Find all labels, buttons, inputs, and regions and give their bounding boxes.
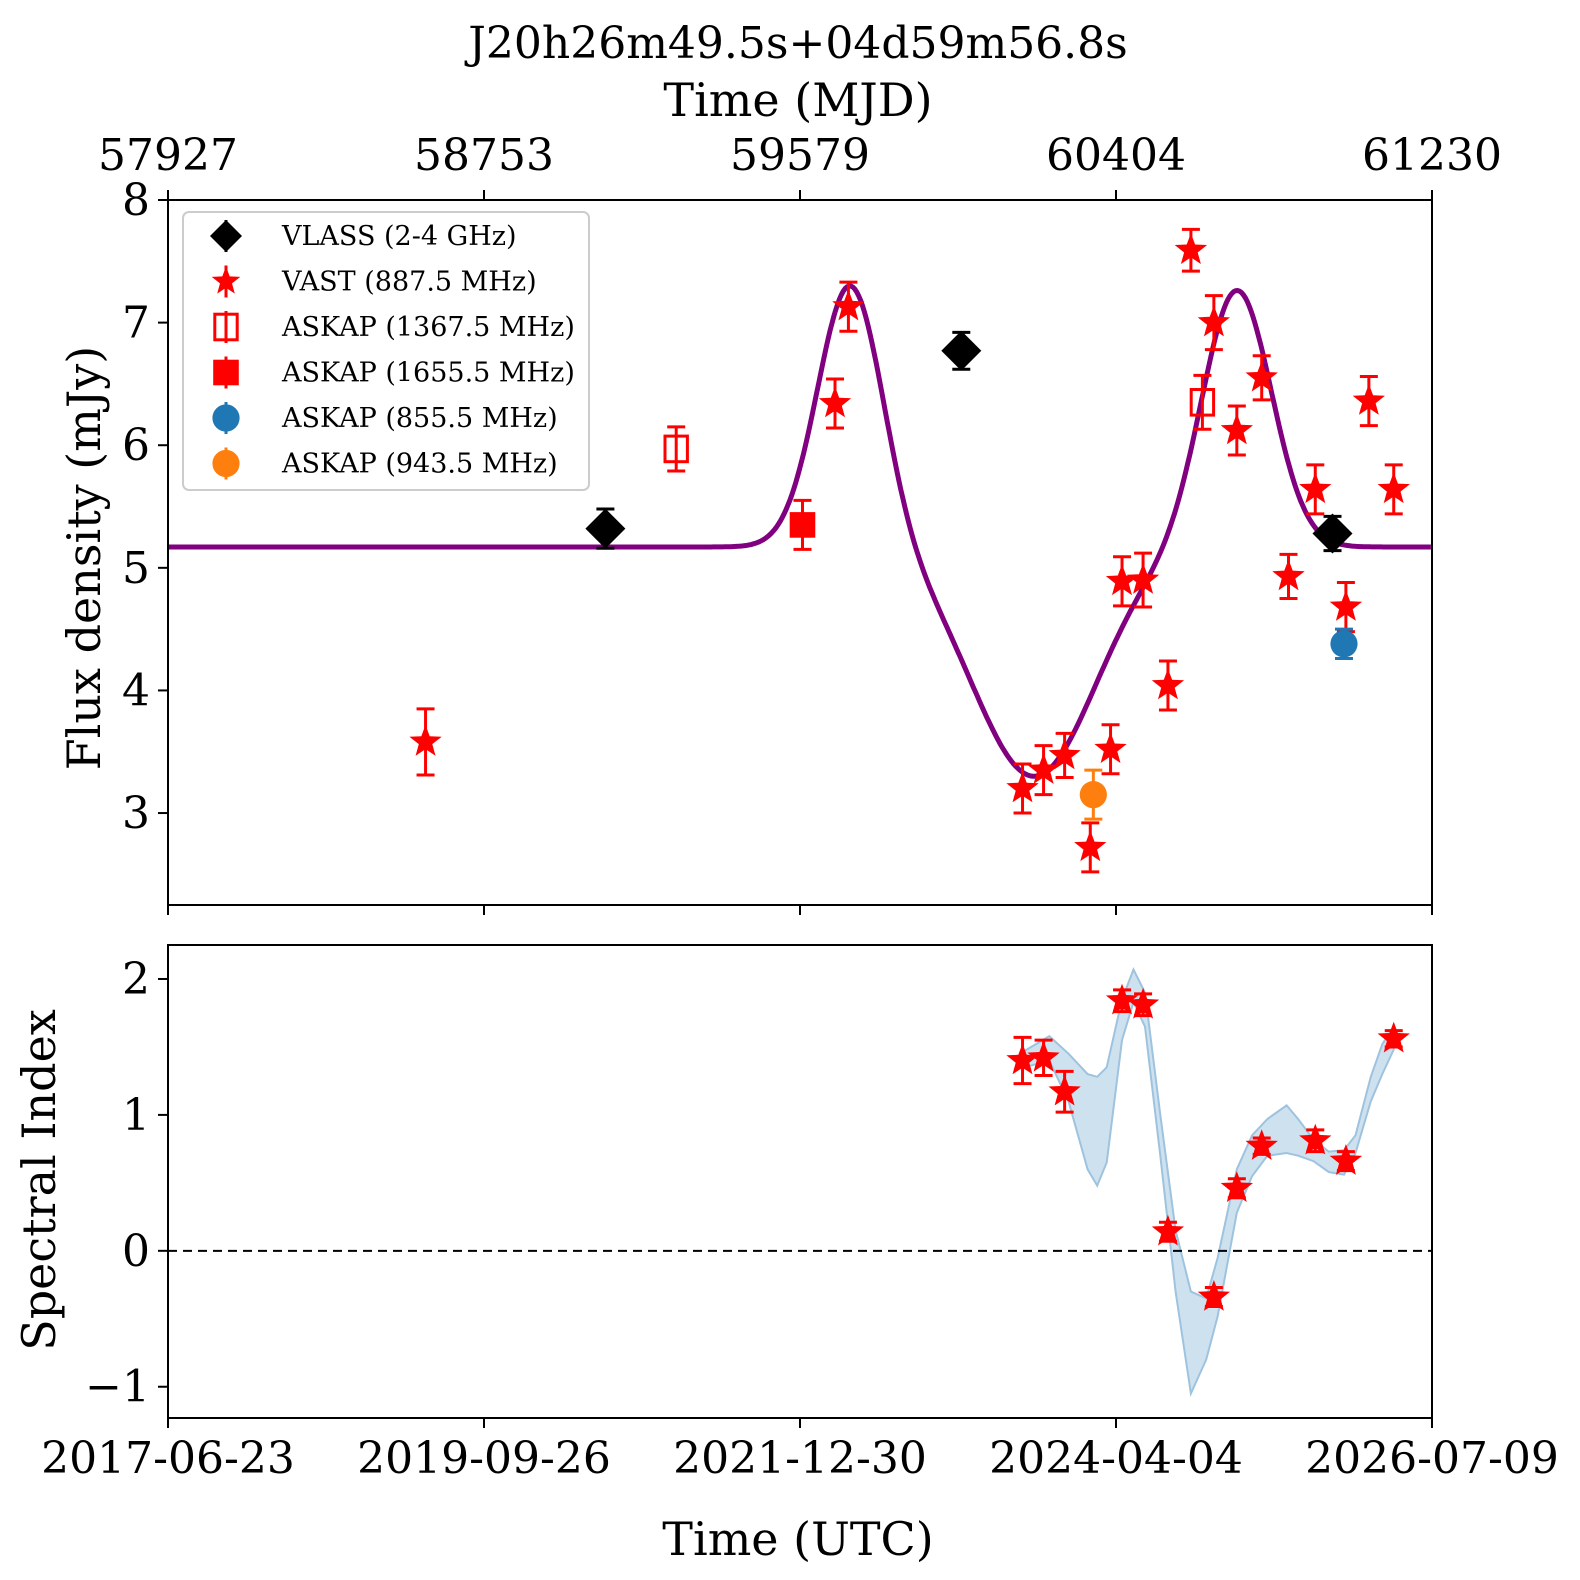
data-point bbox=[832, 289, 865, 321]
data-point bbox=[1299, 472, 1332, 504]
flux-top-x-tick-label: 61230 bbox=[1362, 130, 1502, 181]
legend-entry: VAST (887.5 MHz) bbox=[211, 265, 537, 298]
legend-label: ASKAP (855.5 MHz) bbox=[281, 403, 558, 434]
legend-label: ASKAP (1367.5 MHz) bbox=[281, 312, 575, 343]
flux-y-tick-label: 4 bbox=[122, 665, 150, 716]
legend-label: ASKAP (1655.5 MHz) bbox=[281, 358, 575, 389]
data-point bbox=[1074, 830, 1107, 862]
data-point bbox=[1126, 563, 1160, 594]
data-point bbox=[1006, 1043, 1039, 1075]
data-point bbox=[1197, 305, 1230, 337]
legend-label: VLASS (2-4 GHz) bbox=[281, 221, 517, 252]
flux-y-tick-label: 5 bbox=[122, 543, 150, 594]
data-point bbox=[1048, 738, 1081, 770]
spectral-x-tick-label: 2017-06-23 bbox=[41, 1433, 295, 1484]
spectral-x-tick-label: 2026-07-09 bbox=[1305, 1433, 1559, 1484]
data-point bbox=[818, 386, 852, 418]
data-point bbox=[1272, 559, 1305, 591]
data-point bbox=[1197, 1280, 1230, 1311]
flux-top-x-tick-label: 58753 bbox=[414, 130, 554, 181]
chart-title: J20h26m49.5s+04d59m56.8s bbox=[464, 18, 1128, 69]
spectral-index-y-axis-title: Spectral Index bbox=[12, 1009, 66, 1351]
data-point bbox=[1352, 384, 1385, 415]
data-point bbox=[1377, 1021, 1410, 1053]
data-point bbox=[1079, 781, 1107, 809]
spectral-x-tick-label: 2021-12-30 bbox=[673, 1433, 927, 1484]
legend-marker bbox=[212, 449, 240, 478]
data-point bbox=[1027, 753, 1060, 784]
error-bar bbox=[1193, 373, 1212, 431]
data-point bbox=[1006, 771, 1039, 803]
legend-marker bbox=[211, 266, 241, 294]
legend-marker bbox=[210, 220, 242, 252]
flux-y-tick-label: 8 bbox=[122, 175, 150, 226]
data-point bbox=[1329, 1144, 1363, 1175]
data-point bbox=[1330, 630, 1358, 658]
flux-top-x-tick-label: 59579 bbox=[730, 130, 870, 181]
data-point bbox=[1299, 1123, 1332, 1155]
data-point bbox=[585, 508, 626, 549]
data-point bbox=[1189, 388, 1216, 417]
data-point bbox=[1312, 513, 1353, 554]
legend-entry: VLASS (2-4 GHz) bbox=[210, 220, 517, 252]
flux-y-tick-label: 7 bbox=[122, 298, 150, 349]
data-point bbox=[1105, 564, 1139, 596]
flux-y-tick-label: 6 bbox=[122, 420, 150, 471]
legend-box bbox=[182, 211, 590, 491]
legend-entry: ASKAP (943.5 MHz) bbox=[212, 447, 558, 480]
legend-label: ASKAP (943.5 MHz) bbox=[281, 449, 558, 480]
legend-entry: ASKAP (855.5 MHz) bbox=[212, 402, 558, 434]
data-point bbox=[1245, 360, 1278, 392]
spectral-y-tick-label: 2 bbox=[122, 954, 150, 1005]
data-point bbox=[941, 330, 982, 371]
data-point bbox=[1245, 1129, 1278, 1160]
data-point bbox=[1151, 1214, 1185, 1246]
legend-marker bbox=[212, 404, 240, 432]
data-point bbox=[1220, 1171, 1253, 1202]
spectral-x-tick-label: 2019-09-26 bbox=[357, 1433, 611, 1484]
spectral-y-tick-label: 1 bbox=[122, 1090, 150, 1141]
spectral-y-tick-label: 0 bbox=[122, 1226, 150, 1277]
data-point bbox=[1329, 590, 1363, 621]
legend-entry: ASKAP (1655.5 MHz) bbox=[213, 356, 575, 389]
error-bar bbox=[667, 425, 686, 473]
data-point bbox=[1377, 472, 1410, 504]
data-point bbox=[1151, 668, 1185, 700]
spectral-x-tick-label: 2024-04-04 bbox=[989, 1433, 1243, 1484]
legend-entry: ASKAP (1367.5 MHz) bbox=[213, 311, 575, 343]
data-point bbox=[1220, 413, 1253, 445]
flux-y-axis-title: Flux density (mJy) bbox=[57, 346, 111, 770]
data-point bbox=[409, 724, 442, 756]
data-point bbox=[1126, 987, 1160, 1019]
data-point bbox=[1027, 1040, 1060, 1072]
data-point bbox=[1094, 732, 1127, 763]
data-point bbox=[1174, 233, 1208, 264]
top-x-axis-title: Time (MJD) bbox=[663, 73, 932, 127]
data-point bbox=[663, 434, 689, 464]
spectral-y-tick-label: −1 bbox=[85, 1362, 150, 1413]
flux-top-x-tick-label: 60404 bbox=[1046, 130, 1186, 181]
legend-marker bbox=[213, 312, 239, 342]
legend: VLASS (2-4 GHz) VAST (887.5 MHz) ASKAP (13… bbox=[182, 211, 590, 491]
flux-top-x-tick-label: 57927 bbox=[98, 130, 238, 181]
legend-marker bbox=[213, 359, 239, 386]
uncertainty-band bbox=[1023, 967, 1395, 1398]
flux-y-tick-label: 3 bbox=[122, 788, 150, 839]
bottom-x-axis-title: Time (UTC) bbox=[662, 1512, 933, 1566]
data-point bbox=[789, 512, 816, 538]
data-point bbox=[1105, 983, 1139, 1015]
legend-label: VAST (887.5 MHz) bbox=[281, 267, 537, 298]
data-point bbox=[1048, 1074, 1081, 1106]
spectral-index-panel: −1 0 1 2 2017-06-23 2019-09-26 2021-12-30 2024-… bbox=[41, 944, 1559, 1484]
